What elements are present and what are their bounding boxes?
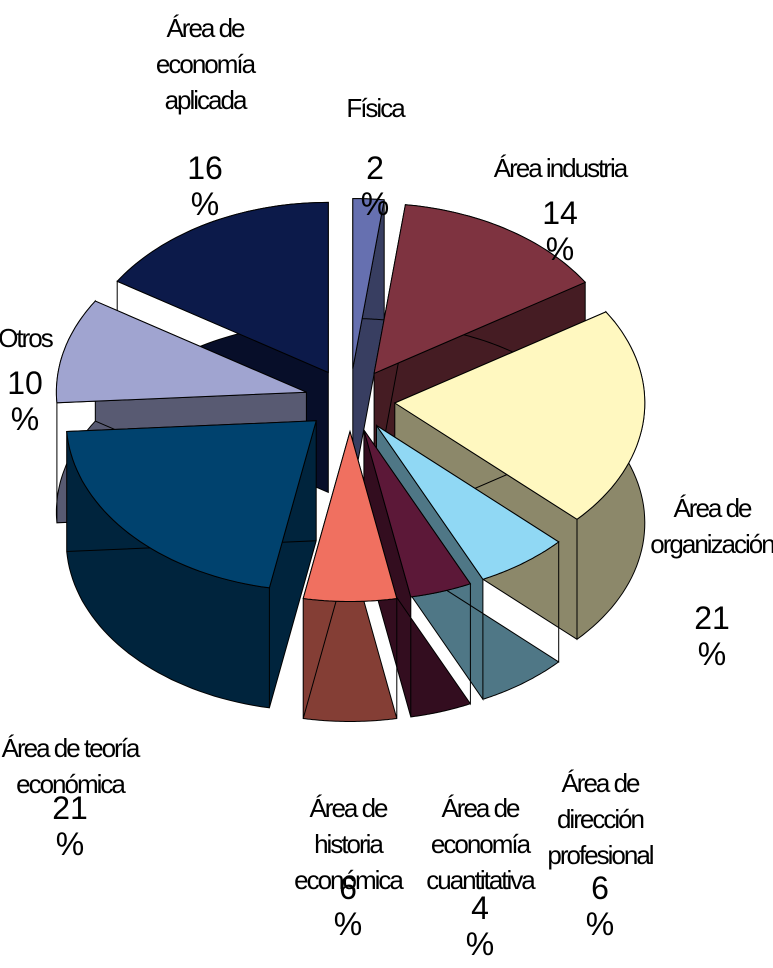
value-label: 4 % — [465, 890, 495, 962]
value-label: 16 % — [187, 150, 223, 222]
slice-label: Área de dirección profesional — [547, 768, 654, 870]
value-label: 10 % — [7, 365, 43, 437]
slice — [376, 423, 560, 701]
slice-label: Otros — [0, 323, 54, 353]
value-label: 6 % — [585, 870, 615, 942]
value-label: 6 % — [333, 870, 363, 942]
slice-label: Área de organización — [650, 493, 773, 559]
slice-top — [376, 425, 560, 580]
slice-label: Área industria — [493, 153, 628, 183]
slice-label: Área de teoría económica — [1, 733, 141, 799]
slice — [66, 420, 317, 709]
slice-label: Área de economía aplicada — [155, 13, 256, 115]
slice-label: Área de economía cuantitativa — [426, 793, 536, 895]
slice-top — [373, 204, 587, 375]
value-label: 21 % — [52, 790, 88, 862]
slice-top — [352, 198, 385, 369]
slice-label: Área de historia económica — [294, 793, 404, 895]
slice — [302, 429, 398, 722]
slice — [352, 198, 385, 489]
slice-top — [55, 300, 307, 404]
slice-top — [116, 201, 329, 374]
slice-top — [302, 429, 398, 602]
value-label: 2 % — [360, 150, 390, 222]
value-label: 14 % — [542, 195, 578, 267]
slice-label: Física — [346, 93, 405, 123]
slice-top — [66, 420, 317, 589]
slice-top — [393, 311, 646, 520]
value-label: 21 % — [694, 600, 730, 672]
slice-top — [363, 429, 472, 598]
